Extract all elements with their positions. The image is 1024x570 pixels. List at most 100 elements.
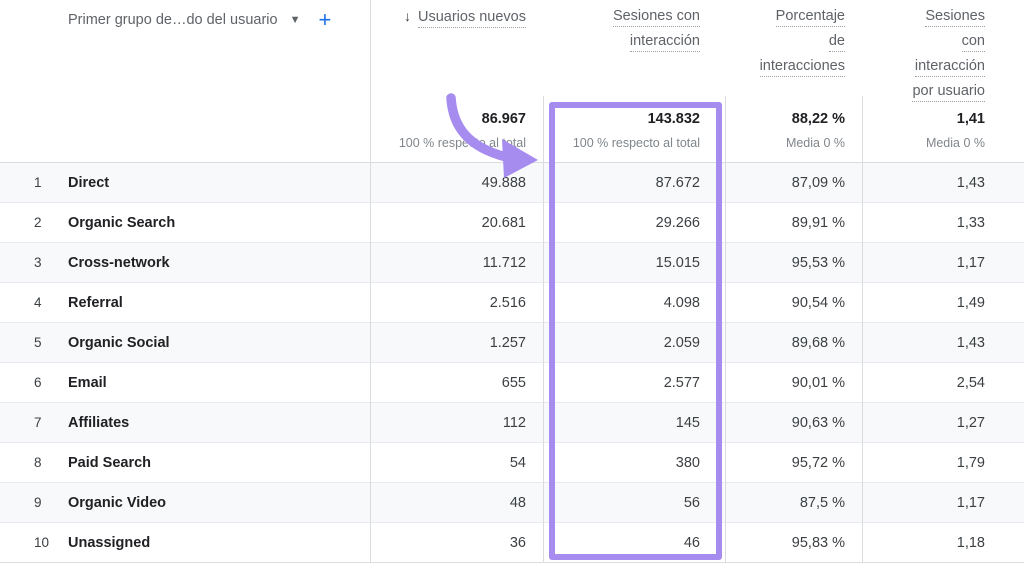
sessions-per-user-value: 1,33 — [956, 214, 985, 231]
engaged-sessions-value: 2.059 — [663, 334, 700, 351]
new-users-value: 655 — [501, 374, 526, 391]
table-row: 10 Unassigned 36 46 95,83 % 1,18 — [0, 523, 1024, 563]
engaged-sessions-value: 15.015 — [655, 254, 700, 271]
engaged-sessions-value: 56 — [683, 494, 700, 511]
total-subtitle: 100 % respecto al total — [572, 136, 700, 150]
engagement-rate-value: 95,83 % — [791, 534, 845, 551]
channel-name: Direct — [68, 174, 110, 191]
channel-name: Affiliates — [68, 414, 130, 431]
column-divider — [862, 96, 863, 562]
add-dimension-button[interactable]: + — [318, 7, 332, 32]
sessions-per-user-value: 1,27 — [956, 414, 985, 431]
total-subtitle: Media 0 % — [785, 136, 845, 150]
row-index: 6 — [34, 375, 42, 390]
channel-name: Organic Search — [68, 214, 176, 231]
caret-down-icon[interactable]: ▼ — [289, 13, 301, 26]
table-row: 3 Cross-network 11.712 15.015 95,53 % 1,… — [0, 243, 1024, 283]
new-users-value: 54 — [509, 454, 526, 471]
row-index: 1 — [34, 175, 42, 190]
channel-name: Referral — [68, 294, 123, 311]
table-row: 6 Email 655 2.577 90,01 % 2,54 — [0, 363, 1024, 403]
table-header: Primer grupo de…do del usuario ▼ + ↓ Usua… — [0, 0, 1024, 163]
new-users-value: 48 — [509, 494, 526, 511]
sessions-per-user-value: 1,43 — [956, 174, 985, 191]
sessions-per-user-value: 1,17 — [956, 494, 985, 511]
engagement-rate-value: 90,54 % — [791, 294, 845, 311]
table-row: 9 Organic Video 48 56 87,5 % 1,17 — [0, 483, 1024, 523]
channel-name: Email — [68, 374, 107, 391]
engagement-rate-value: 87,09 % — [791, 174, 845, 191]
sessions-per-user-value: 1,79 — [956, 454, 985, 471]
new-users-value: 112 — [502, 414, 526, 431]
engaged-sessions-value: 87.672 — [655, 174, 700, 191]
new-users-value: 11.712 — [482, 254, 526, 271]
dimension-selector[interactable]: Primer grupo de…do del usuario — [68, 12, 278, 28]
column-header-label[interactable]: Sesiones con interacción — [612, 5, 700, 55]
sessions-per-user-value: 2,54 — [956, 374, 985, 391]
sessions-per-user-value: 1,18 — [956, 534, 985, 551]
engaged-sessions-value: 380 — [675, 454, 700, 471]
column-header-porcentaje-interacciones: Porcentaje de interacciones 88,22 % Medi… — [726, 0, 863, 162]
engagement-rate-value: 89,91 % — [791, 214, 845, 231]
table-row: 5 Organic Social 1.257 2.059 89,68 % 1,4… — [0, 323, 1024, 363]
channel-name: Organic Video — [68, 494, 167, 511]
table-row: 1 Direct 49.888 87.672 87,09 % 1,43 — [0, 163, 1024, 203]
sessions-per-user-value: 1,43 — [956, 334, 985, 351]
column-divider — [370, 0, 371, 562]
engagement-rate-value: 90,01 % — [791, 374, 845, 391]
engagement-rate-value: 90,63 % — [791, 414, 845, 431]
total-value: 88,22 % — [791, 111, 845, 127]
new-users-value: 20.681 — [481, 214, 526, 231]
engagement-rate-value: 87,5 % — [799, 494, 845, 511]
column-total: 143.832 100 % respecto al total — [573, 111, 700, 150]
engagement-rate-value: 95,72 % — [791, 454, 845, 471]
engaged-sessions-value: 46 — [683, 534, 700, 551]
table-row: 8 Paid Search 54 380 95,72 % 1,79 — [0, 443, 1024, 483]
column-total: 1,41 Media 0 % — [926, 111, 985, 150]
channel-name: Cross-network — [68, 254, 170, 271]
dimension-header-cell: Primer grupo de…do del usuario ▼ + — [0, 0, 371, 162]
channel-name: Paid Search — [68, 454, 152, 471]
total-subtitle: 100 % respecto al total — [398, 136, 526, 150]
sort-descending-icon[interactable]: ↓ — [404, 8, 411, 24]
column-header-label[interactable]: Sesiones con interacción por usuario — [912, 5, 985, 105]
column-total: 88,22 % Media 0 % — [786, 111, 845, 150]
total-value: 143.832 — [647, 111, 700, 127]
column-divider — [543, 96, 544, 562]
total-subtitle: Media 0 % — [925, 136, 985, 150]
row-index: 2 — [34, 215, 42, 230]
row-index: 9 — [34, 495, 42, 510]
row-index: 3 — [34, 255, 42, 270]
engaged-sessions-value: 2.577 — [663, 374, 700, 391]
column-total: 86.967 100 % respecto al total — [399, 111, 526, 150]
new-users-value: 49.888 — [481, 174, 526, 191]
new-users-value: 1.257 — [489, 334, 526, 351]
engagement-rate-value: 89,68 % — [791, 334, 845, 351]
column-header-sesiones-por-usuario: Sesiones con interacción por usuario 1,4… — [863, 0, 1024, 162]
engaged-sessions-value: 29.266 — [655, 214, 700, 231]
sessions-per-user-value: 1,49 — [956, 294, 985, 311]
row-index: 4 — [34, 295, 42, 310]
row-index: 7 — [34, 415, 42, 430]
row-index: 10 — [34, 535, 50, 550]
new-users-value: 36 — [509, 534, 526, 551]
column-header-sesiones-con-interaccion: Sesiones con interacción 143.832 100 % r… — [544, 0, 726, 162]
table-body: 1 Direct 49.888 87.672 87,09 % 1,43 2 Or… — [0, 163, 1024, 563]
total-value: 86.967 — [481, 111, 526, 127]
column-divider — [725, 96, 726, 562]
engagement-rate-value: 95,53 % — [791, 254, 845, 271]
engaged-sessions-value: 145 — [675, 414, 700, 431]
column-header-usuarios-nuevos: ↓ Usuarios nuevos 86.967 100 % respecto a… — [371, 0, 544, 162]
sessions-per-user-value: 1,17 — [956, 254, 985, 271]
column-header-label[interactable]: Porcentaje de interacciones — [759, 5, 845, 80]
row-index: 8 — [34, 455, 42, 470]
table-row: 4 Referral 2.516 4.098 90,54 % 1,49 — [0, 283, 1024, 323]
new-users-value: 2.516 — [489, 294, 526, 311]
total-value: 1,41 — [956, 111, 985, 127]
column-header-label[interactable]: ↓ Usuarios nuevos — [404, 5, 526, 31]
row-index: 5 — [34, 335, 42, 350]
table-row: 7 Affiliates 112 145 90,63 % 1,27 — [0, 403, 1024, 443]
channel-name: Unassigned — [68, 534, 151, 551]
channel-name: Organic Social — [68, 334, 170, 351]
